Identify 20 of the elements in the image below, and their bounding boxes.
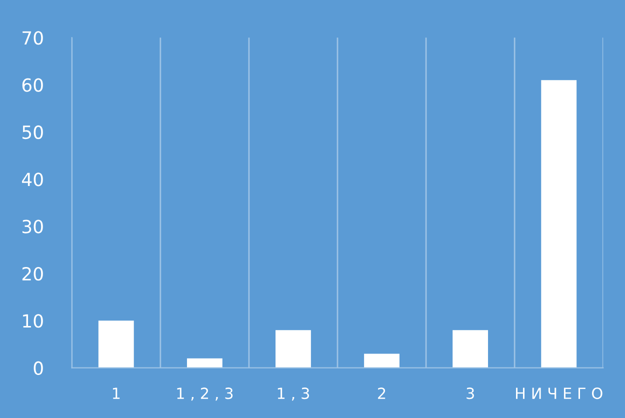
bar [452,330,488,368]
y-tick-label: 30 [22,220,43,234]
bar [98,320,134,368]
x-tick-label: 1 , 2 , 3 [177,388,233,401]
y-tick-label: 50 [22,125,43,140]
x-tick-label: 2 [378,388,386,399]
x-tick-label: 1 , 3 [278,388,310,401]
y-tick-label: 60 [22,78,43,92]
y-tick-label: 0 [34,361,43,375]
bar [276,330,311,368]
x-tick-label: Н И Ч Е Г О [516,388,602,400]
y-tick-label: 40 [22,172,43,186]
bar [541,80,577,368]
y-tick-label: 20 [22,266,43,281]
y-tick-label: 70 [22,31,43,45]
x-tick-label: 3 [466,388,474,400]
bar [364,354,400,368]
y-tick-label: 10 [23,314,43,328]
bar [186,358,222,368]
x-tick-label: 1 [112,388,120,399]
